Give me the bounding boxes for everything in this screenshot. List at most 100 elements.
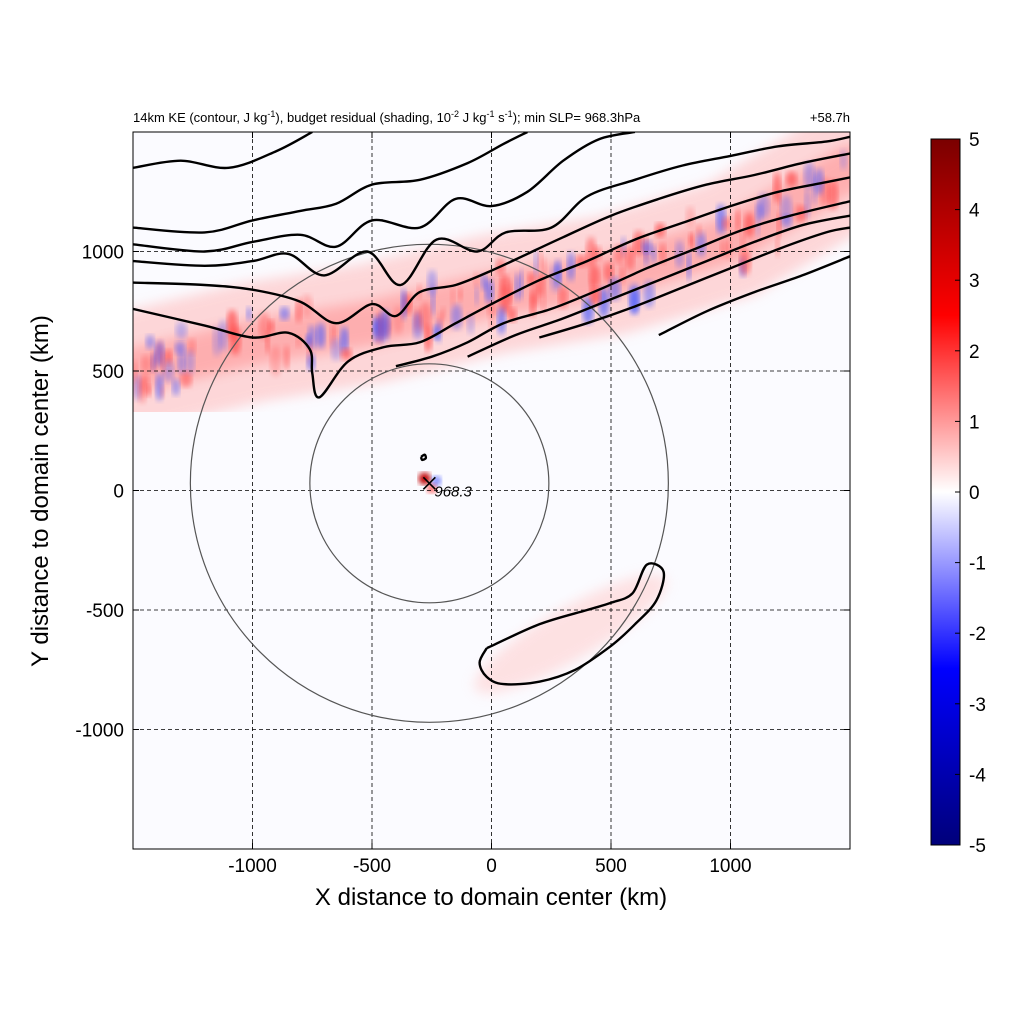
residual-speckle bbox=[267, 319, 275, 335]
y-tick-label: 0 bbox=[113, 482, 124, 503]
residual-speckle bbox=[659, 242, 667, 264]
residual-speckle bbox=[519, 268, 524, 300]
residual-speckle bbox=[127, 352, 133, 364]
colorbar-ticks: 5 4 3 2 1 0 -1 -2 -3 -4 -5 bbox=[955, 130, 986, 857]
ke-contour bbox=[133, 132, 528, 234]
residual-speckle bbox=[641, 240, 653, 254]
residual-speckle bbox=[212, 325, 222, 357]
colorbar-tick-label: -2 bbox=[969, 624, 986, 645]
residual-speckle bbox=[537, 249, 544, 271]
x-axis-ticks: -1000 -500 0 500 1000 bbox=[228, 132, 752, 877]
residual-speckle bbox=[160, 385, 165, 399]
residual-speckle bbox=[174, 341, 186, 355]
residual-speckle bbox=[172, 378, 180, 397]
ke-contour bbox=[133, 135, 850, 287]
residual-speckle bbox=[696, 224, 702, 237]
colorbar-tick-label: -3 bbox=[969, 695, 986, 716]
plot-area: 968.3 bbox=[127, 132, 850, 849]
y-axis-ticks: 1000 500 0 -500 -1000 bbox=[75, 243, 850, 742]
residual-speckle bbox=[473, 271, 480, 288]
residual-speckle bbox=[613, 244, 626, 264]
x-axis-label: X distance to domain center (km) bbox=[315, 884, 667, 911]
colorbar-tick-label: 4 bbox=[969, 201, 980, 222]
residual-speckle bbox=[827, 179, 839, 210]
residual-speckle bbox=[735, 208, 741, 233]
residual-speckle bbox=[480, 273, 488, 291]
forecast-time-label: +58.7h bbox=[810, 110, 850, 125]
residual-speckle bbox=[160, 350, 166, 374]
x-tick-label: 500 bbox=[595, 856, 627, 877]
residual-speckle bbox=[379, 309, 391, 341]
colorbar-tick-label: -1 bbox=[969, 554, 986, 575]
colorbar-tick-label: 0 bbox=[969, 483, 980, 504]
residual-speckle bbox=[316, 322, 326, 349]
y-tick-label: 500 bbox=[92, 362, 124, 383]
ke-contour bbox=[419, 453, 428, 462]
residual-speckle bbox=[650, 244, 657, 263]
residual-speckle bbox=[785, 171, 798, 188]
residual-speckle bbox=[177, 351, 186, 374]
colorbar-tick-label: 5 bbox=[969, 130, 980, 151]
residual-speckle bbox=[780, 194, 793, 224]
x-tick-label: 0 bbox=[486, 856, 497, 877]
range-ring bbox=[309, 363, 550, 604]
residual-speckle bbox=[514, 272, 521, 302]
residual-speckle bbox=[265, 330, 270, 354]
residual-speckle bbox=[279, 306, 290, 321]
residual-speckle bbox=[467, 313, 475, 335]
ke-contour bbox=[395, 200, 850, 368]
residual-speckle bbox=[180, 371, 193, 388]
residual-speckle bbox=[340, 347, 352, 361]
residual-speckle bbox=[330, 337, 342, 361]
ke-contour bbox=[133, 152, 850, 325]
ke-contour bbox=[538, 226, 850, 339]
storm-center-marker bbox=[422, 476, 436, 490]
ke-contour bbox=[133, 132, 636, 253]
y-tick-label: 1000 bbox=[82, 243, 124, 264]
residual-speckle bbox=[246, 306, 252, 321]
residual-speckle bbox=[175, 321, 188, 340]
residual-speckle bbox=[839, 149, 848, 170]
residual-speckle bbox=[542, 256, 547, 277]
residual-speckle bbox=[499, 274, 510, 294]
residual-speckle bbox=[427, 269, 437, 296]
residual-speckle bbox=[340, 326, 349, 354]
residual-speckle bbox=[508, 279, 513, 303]
residual-speckle bbox=[686, 250, 692, 281]
residual-speckle bbox=[625, 244, 635, 271]
residual-south-band bbox=[474, 574, 667, 694]
residual-speckle bbox=[128, 347, 132, 378]
colorbar-tick-label: 3 bbox=[969, 271, 980, 292]
residual-speckle bbox=[739, 229, 746, 255]
residual-speckle bbox=[332, 325, 338, 339]
residual-speckle bbox=[529, 292, 537, 317]
residual-speckle bbox=[458, 287, 463, 302]
chart-title: 14km KE (contour, J kg-1), budget residu… bbox=[133, 109, 641, 125]
residual-speckle bbox=[803, 161, 815, 189]
ke-contour bbox=[133, 176, 850, 399]
residual-speckle bbox=[804, 187, 811, 219]
x-tick-label: -500 bbox=[353, 856, 391, 877]
ke-contour bbox=[133, 132, 313, 170]
ke-contours bbox=[133, 132, 850, 686]
residual-speckle bbox=[141, 355, 151, 373]
x-tick-label: 1000 bbox=[709, 856, 751, 877]
residual-speckle bbox=[533, 249, 539, 277]
residual-speckle bbox=[696, 231, 706, 257]
residual-speckle bbox=[474, 285, 479, 306]
residual-speckle bbox=[138, 378, 147, 404]
residual-speckle bbox=[283, 345, 290, 371]
residual-speckle bbox=[435, 320, 442, 343]
residual-speckle bbox=[773, 171, 781, 203]
y-tick-label: -500 bbox=[86, 601, 124, 622]
residual-speckle bbox=[295, 298, 302, 323]
residual-speckle bbox=[185, 349, 195, 375]
ke-contour bbox=[478, 562, 666, 686]
colorbar-tick-label: -5 bbox=[969, 836, 986, 857]
residual-speckle bbox=[775, 235, 780, 258]
residual-speckle bbox=[497, 306, 506, 335]
residual-speckle bbox=[585, 236, 597, 269]
residual-speckle bbox=[536, 272, 546, 296]
residual-speckle bbox=[722, 217, 731, 230]
